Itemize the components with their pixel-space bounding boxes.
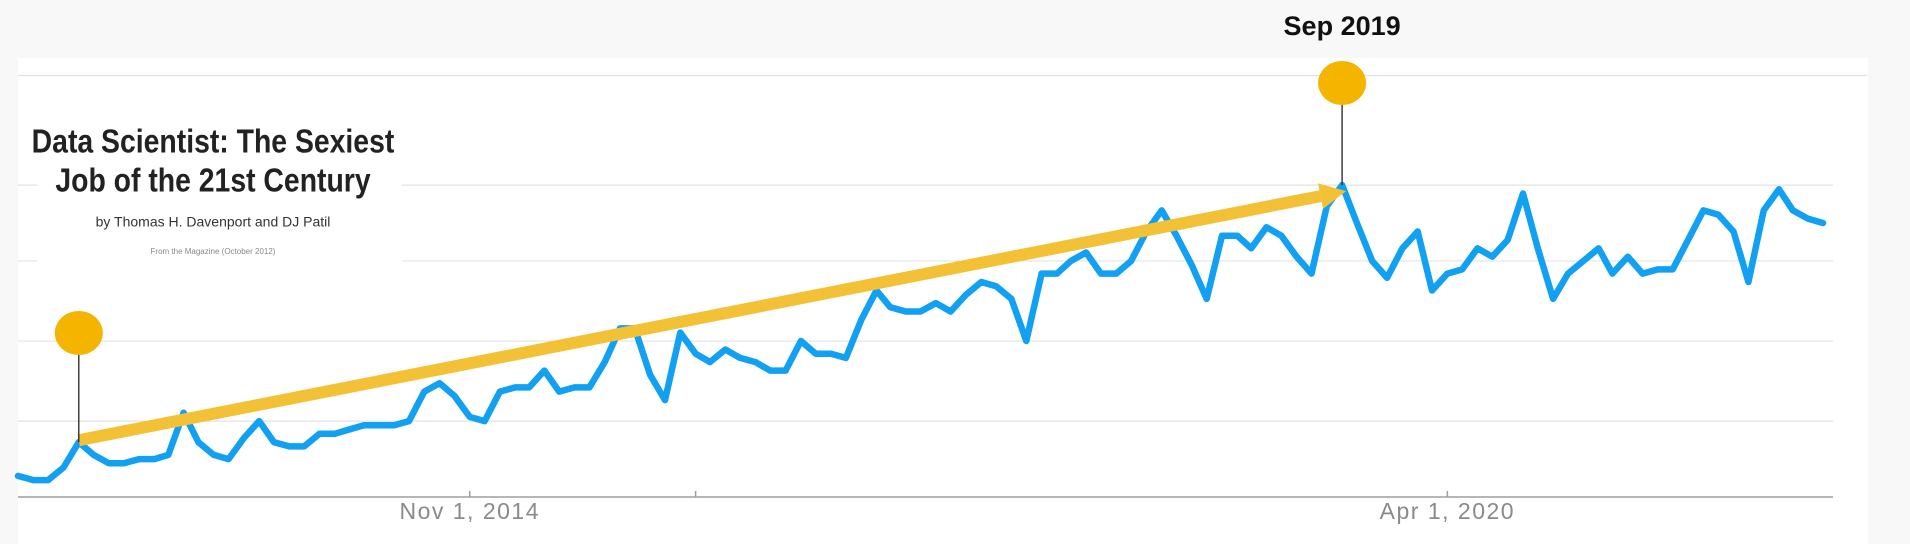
annotation-label: Sep 2019	[1284, 11, 1401, 41]
trend-arrow-head	[1318, 183, 1347, 209]
annotation-dot	[1318, 61, 1367, 105]
x-tick-label: Apr 1, 2020	[1380, 498, 1515, 524]
trend-line	[14, 181, 1827, 484]
inset-title: Job of the 21st Century	[55, 162, 370, 200]
x-tick-label: Nov 1, 2014	[399, 498, 540, 524]
inset-source: From the Magazine (October 2012)	[151, 247, 276, 256]
annotation-dot	[54, 311, 103, 355]
trend-arrow-shaft	[77, 190, 1322, 447]
plot: Sep 2019	[14, 11, 1827, 484]
inset-background	[37, 104, 402, 262]
article-inset: Data Scientist: The Sexiest Job of the 2…	[32, 104, 402, 262]
inset-byline: by Thomas H. Davenport and DJ Patil	[96, 214, 331, 230]
inset-title: Data Scientist: The Sexiest	[32, 123, 395, 161]
